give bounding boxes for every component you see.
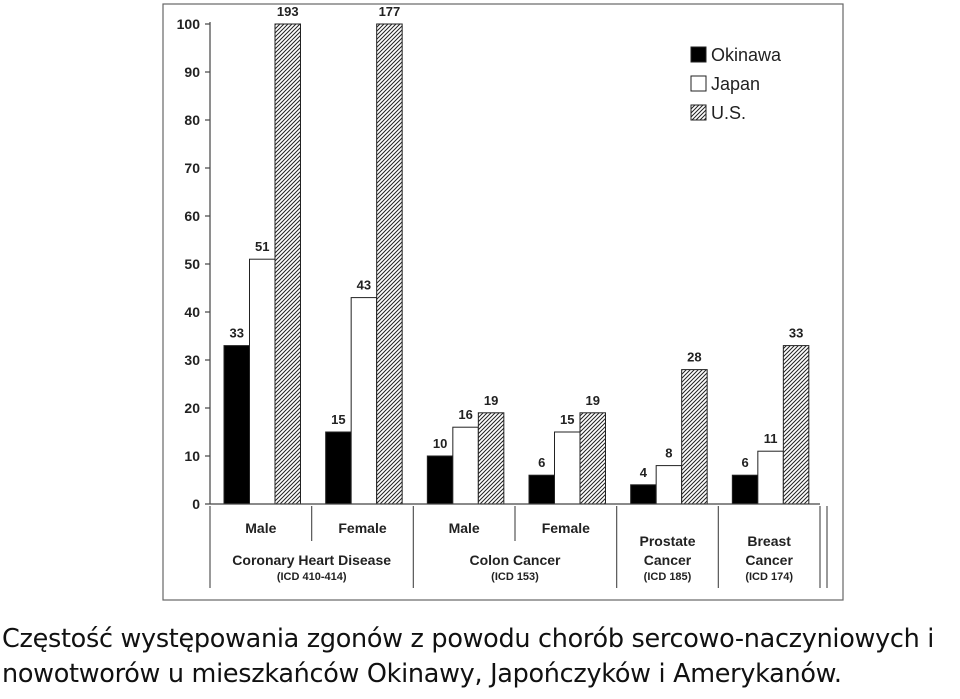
data-label: 10 <box>433 436 447 451</box>
bar-japan <box>350 297 378 505</box>
caption: Częstość występowania zgonów z powodu ch… <box>2 622 960 692</box>
bar-okinawa <box>325 431 352 505</box>
group-label: Female <box>338 520 386 536</box>
group-label: Female <box>542 520 590 536</box>
data-label: 28 <box>687 350 701 365</box>
y-tick-label: 60 <box>184 208 200 224</box>
bar-japan <box>554 431 581 505</box>
bar-okinawa <box>528 474 555 505</box>
caption-line-1: Częstość występowania zgonów z powodu ch… <box>2 624 935 654</box>
caption-line-2: nowotworów u mieszkańców Okinawy, Japońc… <box>2 659 842 689</box>
group-label: Male <box>245 520 276 536</box>
category-code: (ICD 410-414) <box>277 571 347 583</box>
legend-swatch <box>690 75 707 92</box>
y-tick-label: 50 <box>184 256 200 272</box>
data-label: 19 <box>586 393 600 408</box>
category-label: Coronary Heart Disease <box>232 552 391 568</box>
data-label: 15 <box>331 412 345 427</box>
bar-japan <box>452 426 479 505</box>
data-label: 6 <box>741 455 748 470</box>
y-tick-label: 30 <box>184 352 200 368</box>
y-tick-label: 20 <box>184 400 200 416</box>
y-tick-label: 10 <box>184 448 200 464</box>
data-label: 33 <box>230 326 244 341</box>
legend-label: Okinawa <box>711 45 782 65</box>
group-label: Cancer <box>644 552 692 568</box>
bar-okinawa <box>223 345 250 505</box>
bar-us <box>579 412 606 505</box>
data-label: 43 <box>357 278 371 293</box>
x-axis: Male Female Male Female Prostate Cancer Breast… <box>209 506 828 588</box>
category-code: (ICD 153) <box>491 571 539 583</box>
bar-us <box>376 23 403 505</box>
bar-okinawa <box>426 455 454 505</box>
bar-japan <box>249 258 276 505</box>
data-label: 11 <box>764 431 778 446</box>
y-tick-label: 70 <box>184 160 200 176</box>
chart-figure: 0 10 20 30 40 50 60 70 80 90 100 33 51 193 15 43 177 10 1… <box>162 3 844 601</box>
y-tick-label: 90 <box>184 64 200 80</box>
legend-label: U.S. <box>711 103 746 123</box>
y-tick-label: 80 <box>184 112 200 128</box>
group-label: Prostate <box>639 533 695 549</box>
data-label: 33 <box>789 326 803 341</box>
legend: Okinawa Japan U.S. <box>690 45 782 123</box>
data-label: 8 <box>665 446 672 461</box>
group-label: Male <box>449 520 480 536</box>
y-tick-label: 0 <box>192 496 200 512</box>
category-code: (ICD 174) <box>745 571 793 583</box>
bar-okinawa <box>630 484 657 505</box>
group-label: Breast <box>747 533 791 549</box>
data-label: 193 <box>277 4 299 19</box>
y-axis: 0 10 20 30 40 50 60 70 80 90 100 <box>177 16 211 512</box>
legend-swatch <box>690 46 707 63</box>
y-tick-label: 100 <box>177 16 201 32</box>
bar-us <box>782 345 810 505</box>
data-label: 6 <box>538 455 545 470</box>
bar-japan <box>757 450 784 505</box>
legend-label: Japan <box>711 74 760 94</box>
group-label: Cancer <box>745 552 793 568</box>
data-label: 16 <box>458 407 472 422</box>
bar-us <box>477 412 505 505</box>
bar-okinawa <box>731 474 759 505</box>
category-label: Colon Cancer <box>469 552 561 568</box>
data-label: 15 <box>560 412 574 427</box>
bar-us <box>681 369 708 505</box>
data-label: 4 <box>640 465 648 480</box>
data-label: 51 <box>255 239 269 254</box>
bars: 33 51 193 15 43 177 10 16 19 6 15 19 4 8 28 6 11 33 <box>210 4 820 505</box>
category-code: (ICD 185) <box>644 571 692 583</box>
bar-japan <box>655 465 683 505</box>
data-label: 19 <box>484 393 498 408</box>
data-label: 177 <box>379 4 401 19</box>
bar-us <box>274 23 301 505</box>
y-tick-label: 40 <box>184 304 200 320</box>
legend-swatch <box>690 104 707 121</box>
